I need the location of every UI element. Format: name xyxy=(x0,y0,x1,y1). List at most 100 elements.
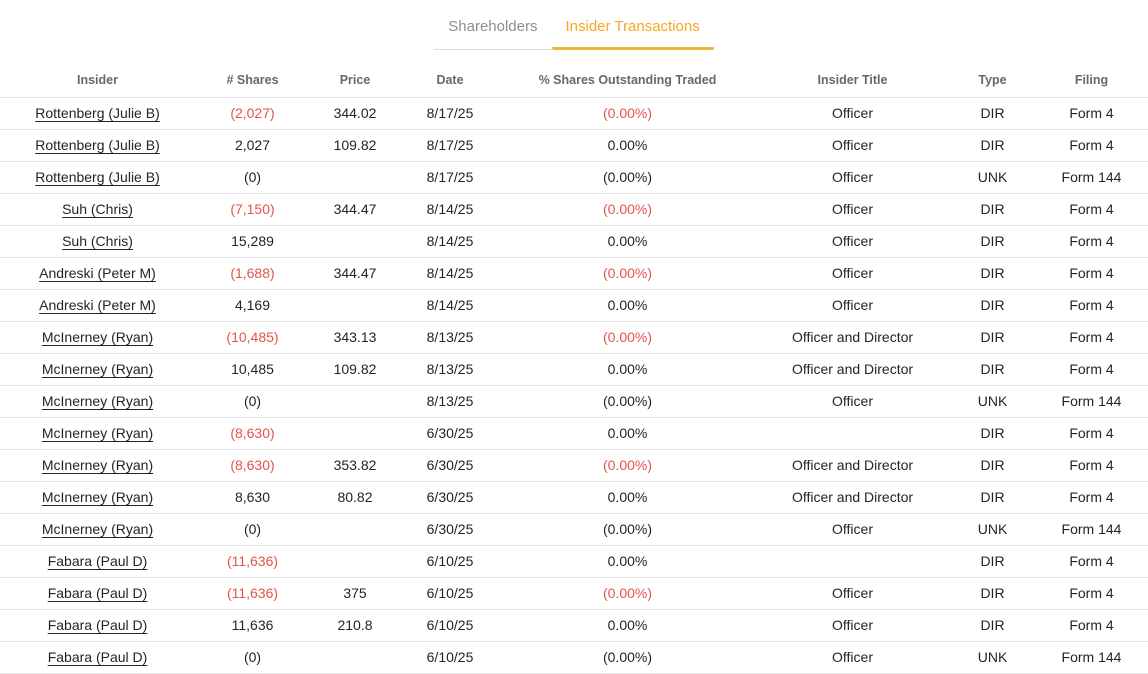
shares-cell: 11,636 xyxy=(195,609,310,642)
insider-name-link[interactable]: McInerney (Ryan) xyxy=(41,489,154,505)
table-row: Rottenberg (Julie B) (2,027) 344.02 8/17/25… xyxy=(0,97,1148,130)
table-row: McInerney (Ryan) (0) 8/13/25 (0.00%) Officer… xyxy=(0,385,1148,418)
insider-name-cell: Suh (Chris) xyxy=(0,225,195,258)
price-cell: 109.82 xyxy=(310,353,400,386)
filing-cell: Form 4 xyxy=(1035,225,1148,258)
insider-name-link[interactable]: McInerney (Ryan) xyxy=(41,425,154,441)
shares-cell: 15,289 xyxy=(195,225,310,258)
insider-name-link[interactable]: Suh (Chris) xyxy=(62,201,133,217)
date-cell: 6/10/25 xyxy=(400,577,500,610)
type-cell: UNK xyxy=(950,385,1035,418)
tab-insider-transactions[interactable]: Insider Transactions xyxy=(551,12,714,50)
insider-title-cell: Officer xyxy=(755,513,950,546)
shares-cell: 4,169 xyxy=(195,289,310,322)
column-header-price: Price xyxy=(310,63,400,98)
filing-cell: Form 4 xyxy=(1035,129,1148,162)
insider-name-cell: Fabara (Paul D) xyxy=(0,577,195,610)
pct-shares-traded-cell: 0.00% xyxy=(500,225,755,258)
date-cell: 6/30/25 xyxy=(400,481,500,514)
pct-shares-traded-cell: 0.00% xyxy=(500,129,755,162)
insider-name-cell: Rottenberg (Julie B) xyxy=(0,161,195,194)
insider-name-cell: McInerney (Ryan) xyxy=(0,417,195,450)
insider-name-link[interactable]: Rottenberg (Julie B) xyxy=(35,105,160,121)
insider-title-cell: Officer xyxy=(755,193,950,226)
insider-name-link[interactable]: McInerney (Ryan) xyxy=(41,521,154,537)
filing-cell: Form 4 xyxy=(1035,193,1148,226)
insider-name-cell: McInerney (Ryan) xyxy=(0,353,195,386)
price-cell xyxy=(310,641,400,674)
insider-title-cell: Officer xyxy=(755,641,950,674)
table-row: McInerney (Ryan) (8,630) 353.82 6/30/25 (0.0… xyxy=(0,449,1148,482)
type-cell: DIR xyxy=(950,97,1035,130)
insider-name-link[interactable]: McInerney (Ryan) xyxy=(41,457,154,473)
insider-title-cell: Officer xyxy=(755,609,950,642)
insider-name-cell: McInerney (Ryan) xyxy=(0,481,195,514)
type-cell: DIR xyxy=(950,353,1035,386)
price-cell xyxy=(310,161,400,194)
insider-name-cell: Andreski (Peter M) xyxy=(0,257,195,290)
shares-cell: (8,630) xyxy=(195,417,310,450)
price-cell xyxy=(310,225,400,258)
tab-shareholders[interactable]: Shareholders xyxy=(434,12,552,50)
date-cell: 8/14/25 xyxy=(400,257,500,290)
insider-name-link[interactable]: Fabara (Paul D) xyxy=(47,617,148,633)
insider-name-link[interactable]: Andreski (Peter M) xyxy=(39,297,156,313)
insider-name-link[interactable]: McInerney (Ryan) xyxy=(41,393,154,409)
type-cell: DIR xyxy=(950,577,1035,610)
type-cell: UNK xyxy=(950,641,1035,674)
insider-name-link[interactable]: McInerney (Ryan) xyxy=(41,361,154,377)
filing-cell: Form 4 xyxy=(1035,257,1148,290)
filing-cell: Form 4 xyxy=(1035,609,1148,642)
shares-cell: (0) xyxy=(195,385,310,418)
type-cell: DIR xyxy=(950,449,1035,482)
insider-name-link[interactable]: Fabara (Paul D) xyxy=(47,553,148,569)
insider-name-link[interactable]: Fabara (Paul D) xyxy=(47,585,148,601)
insider-name-link[interactable]: Andreski (Peter M) xyxy=(39,265,156,281)
insider-name-cell: Andreski (Peter M) xyxy=(0,289,195,322)
type-cell: DIR xyxy=(950,545,1035,578)
shares-cell: (11,636) xyxy=(195,577,310,610)
price-cell: 375 xyxy=(310,577,400,610)
type-cell: UNK xyxy=(950,513,1035,546)
insider-name-cell: McInerney (Ryan) xyxy=(0,321,195,354)
type-cell: DIR xyxy=(950,225,1035,258)
insider-title-cell xyxy=(755,545,950,578)
pct-shares-traded-cell: (0.00%) xyxy=(500,321,755,354)
insider-title-cell: Officer xyxy=(755,225,950,258)
price-cell xyxy=(310,417,400,450)
pct-shares-traded-cell: 0.00% xyxy=(500,545,755,578)
insider-name-link[interactable]: Rottenberg (Julie B) xyxy=(35,169,160,185)
table-row: McInerney (Ryan) (10,485) 343.13 8/13/25 (0.… xyxy=(0,321,1148,354)
insider-name-cell: Suh (Chris) xyxy=(0,193,195,226)
shares-cell: 8,630 xyxy=(195,481,310,514)
shares-cell: (8,630) xyxy=(195,449,310,482)
shares-cell: (2,027) xyxy=(195,97,310,130)
insider-name-link[interactable]: Fabara (Paul D) xyxy=(47,649,148,665)
date-cell: 6/30/25 xyxy=(400,449,500,482)
insider-name-link[interactable]: McInerney (Ryan) xyxy=(41,329,154,345)
column-header-date: Date xyxy=(400,63,500,98)
date-cell: 6/30/25 xyxy=(400,513,500,546)
table-header-row: Insider # Shares Price Date % Shares Out… xyxy=(0,63,1148,98)
date-cell: 8/17/25 xyxy=(400,97,500,130)
pct-shares-traded-cell: (0.00%) xyxy=(500,161,755,194)
table-row: McInerney (Ryan) (8,630) 6/30/25 0.00% DIR Fo… xyxy=(0,417,1148,450)
insider-name-link[interactable]: Suh (Chris) xyxy=(62,233,133,249)
date-cell: 8/13/25 xyxy=(400,353,500,386)
filing-cell: Form 144 xyxy=(1035,641,1148,674)
type-cell: DIR xyxy=(950,321,1035,354)
price-cell xyxy=(310,385,400,418)
filing-cell: Form 4 xyxy=(1035,481,1148,514)
date-cell: 6/10/25 xyxy=(400,545,500,578)
price-cell xyxy=(310,513,400,546)
price-cell: 109.82 xyxy=(310,129,400,162)
shares-cell: (0) xyxy=(195,513,310,546)
shares-cell: 2,027 xyxy=(195,129,310,162)
insider-name-link[interactable]: Rottenberg (Julie B) xyxy=(35,137,160,153)
type-cell: DIR xyxy=(950,129,1035,162)
insider-name-cell: McInerney (Ryan) xyxy=(0,385,195,418)
shares-cell: (7,150) xyxy=(195,193,310,226)
type-cell: DIR xyxy=(950,481,1035,514)
pct-shares-traded-cell: (0.00%) xyxy=(500,97,755,130)
insider-title-cell: Officer xyxy=(755,129,950,162)
